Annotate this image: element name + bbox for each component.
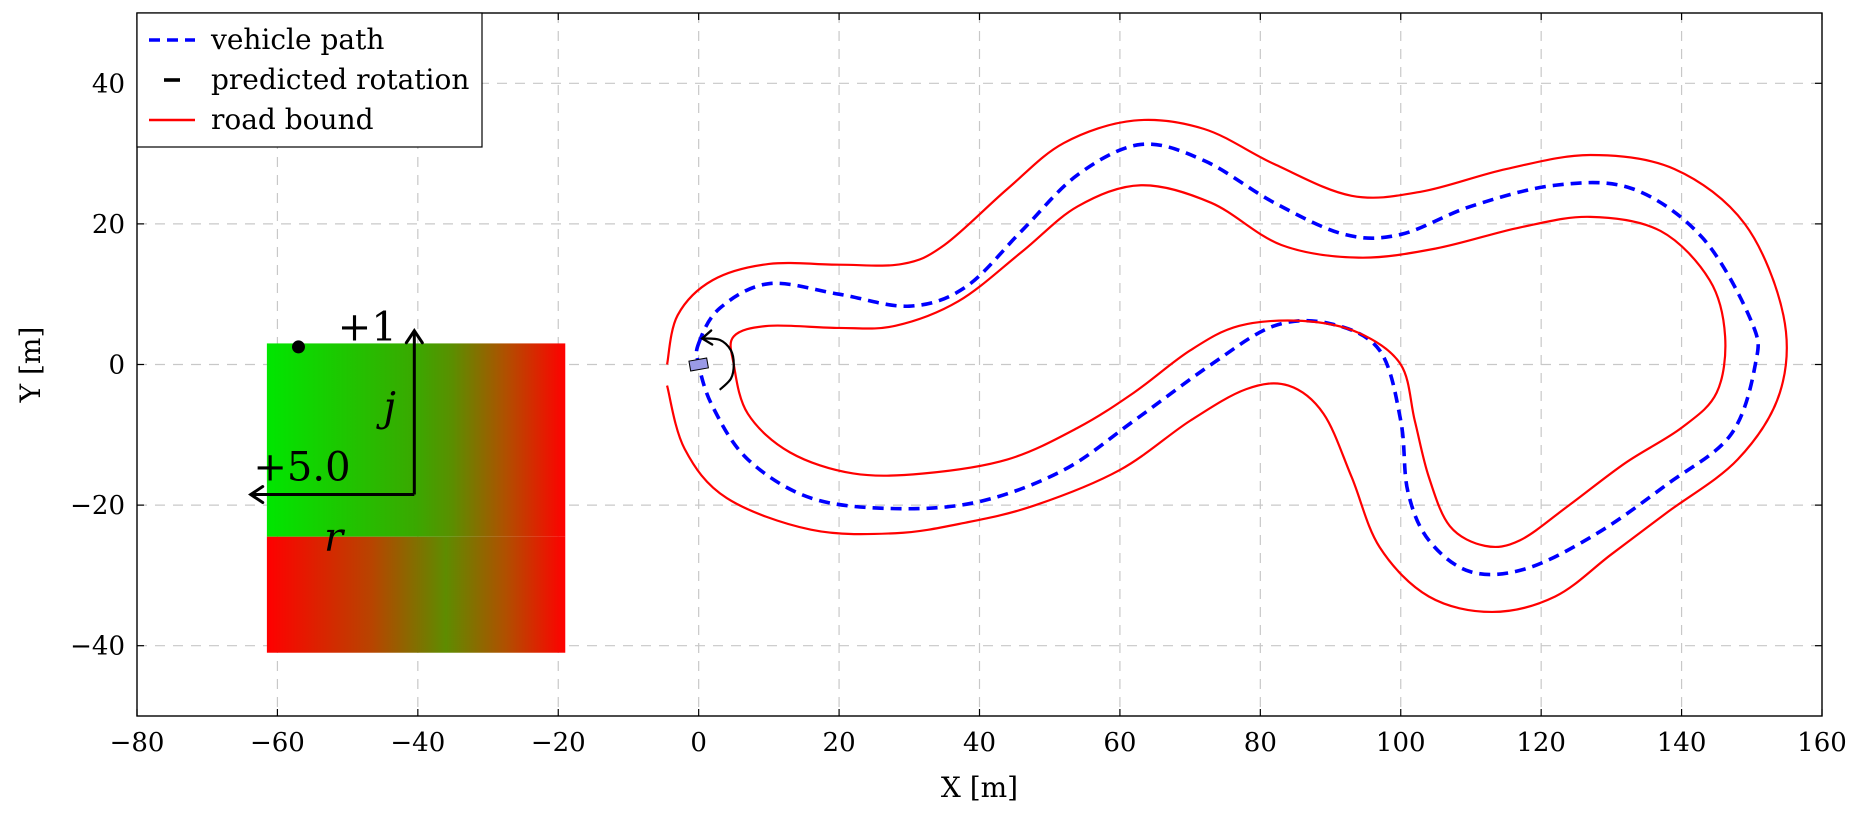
legend-box (136, 12, 483, 148)
x-tick-label: −40 (390, 728, 445, 758)
x-axis-label: X [m] (941, 771, 1018, 804)
y-tick-label: −20 (70, 491, 125, 521)
legend-label: predicted rotation (211, 63, 469, 96)
vehicle-marker (688, 357, 709, 372)
inset-j-arrowhead (404, 328, 424, 345)
reward-inset: +1+5.0jr (248, 305, 566, 653)
inset-reward-top (266, 343, 566, 537)
series-predicted-rotation (702, 337, 735, 391)
series-road-bound-inner (729, 184, 1727, 549)
x-tick-label: 20 (823, 728, 856, 758)
legend-label: vehicle path (210, 23, 384, 56)
x-tick-label: 120 (1516, 728, 1566, 758)
tick-labels: −80 −60 −40 −20 0 20 40 60 80 100 120 140 160 −40 −20 0… (70, 69, 1847, 758)
x-tick-label: −80 (110, 728, 165, 758)
y-tick-label: 40 (92, 69, 125, 99)
inset-j-value: +1 (338, 305, 397, 351)
y-tick-label: −40 (70, 632, 125, 662)
x-tick-label: −60 (250, 728, 305, 758)
x-tick-label: 0 (690, 728, 707, 758)
inset-position-dot (291, 340, 305, 354)
legend: vehicle path predicted rotation road bound (136, 12, 483, 148)
x-tick-label: −20 (531, 728, 586, 758)
y-axis-label: Y [m] (14, 327, 47, 404)
x-tick-label: 160 (1797, 728, 1847, 758)
x-tick-label: 40 (963, 728, 996, 758)
inset-r-arrowhead (248, 485, 265, 505)
series-layer (665, 118, 1788, 614)
legend-label: road bound (211, 103, 374, 136)
y-tick-label: 0 (108, 351, 125, 381)
x-tick-label: 80 (1244, 728, 1277, 758)
inset-r-value: +5.0 (253, 444, 350, 490)
x-tick-label: 100 (1376, 728, 1426, 758)
rotation-arrowhead (700, 329, 714, 346)
inset-reward-bottom (266, 536, 566, 653)
inset-r-axis-label: r (324, 515, 346, 561)
y-tick-label: 20 (92, 210, 125, 240)
series-vehicle-path (694, 142, 1760, 577)
series-road-bound-outer (665, 118, 1788, 614)
x-tick-label: 60 (1103, 728, 1136, 758)
x-tick-label: 140 (1657, 728, 1707, 758)
